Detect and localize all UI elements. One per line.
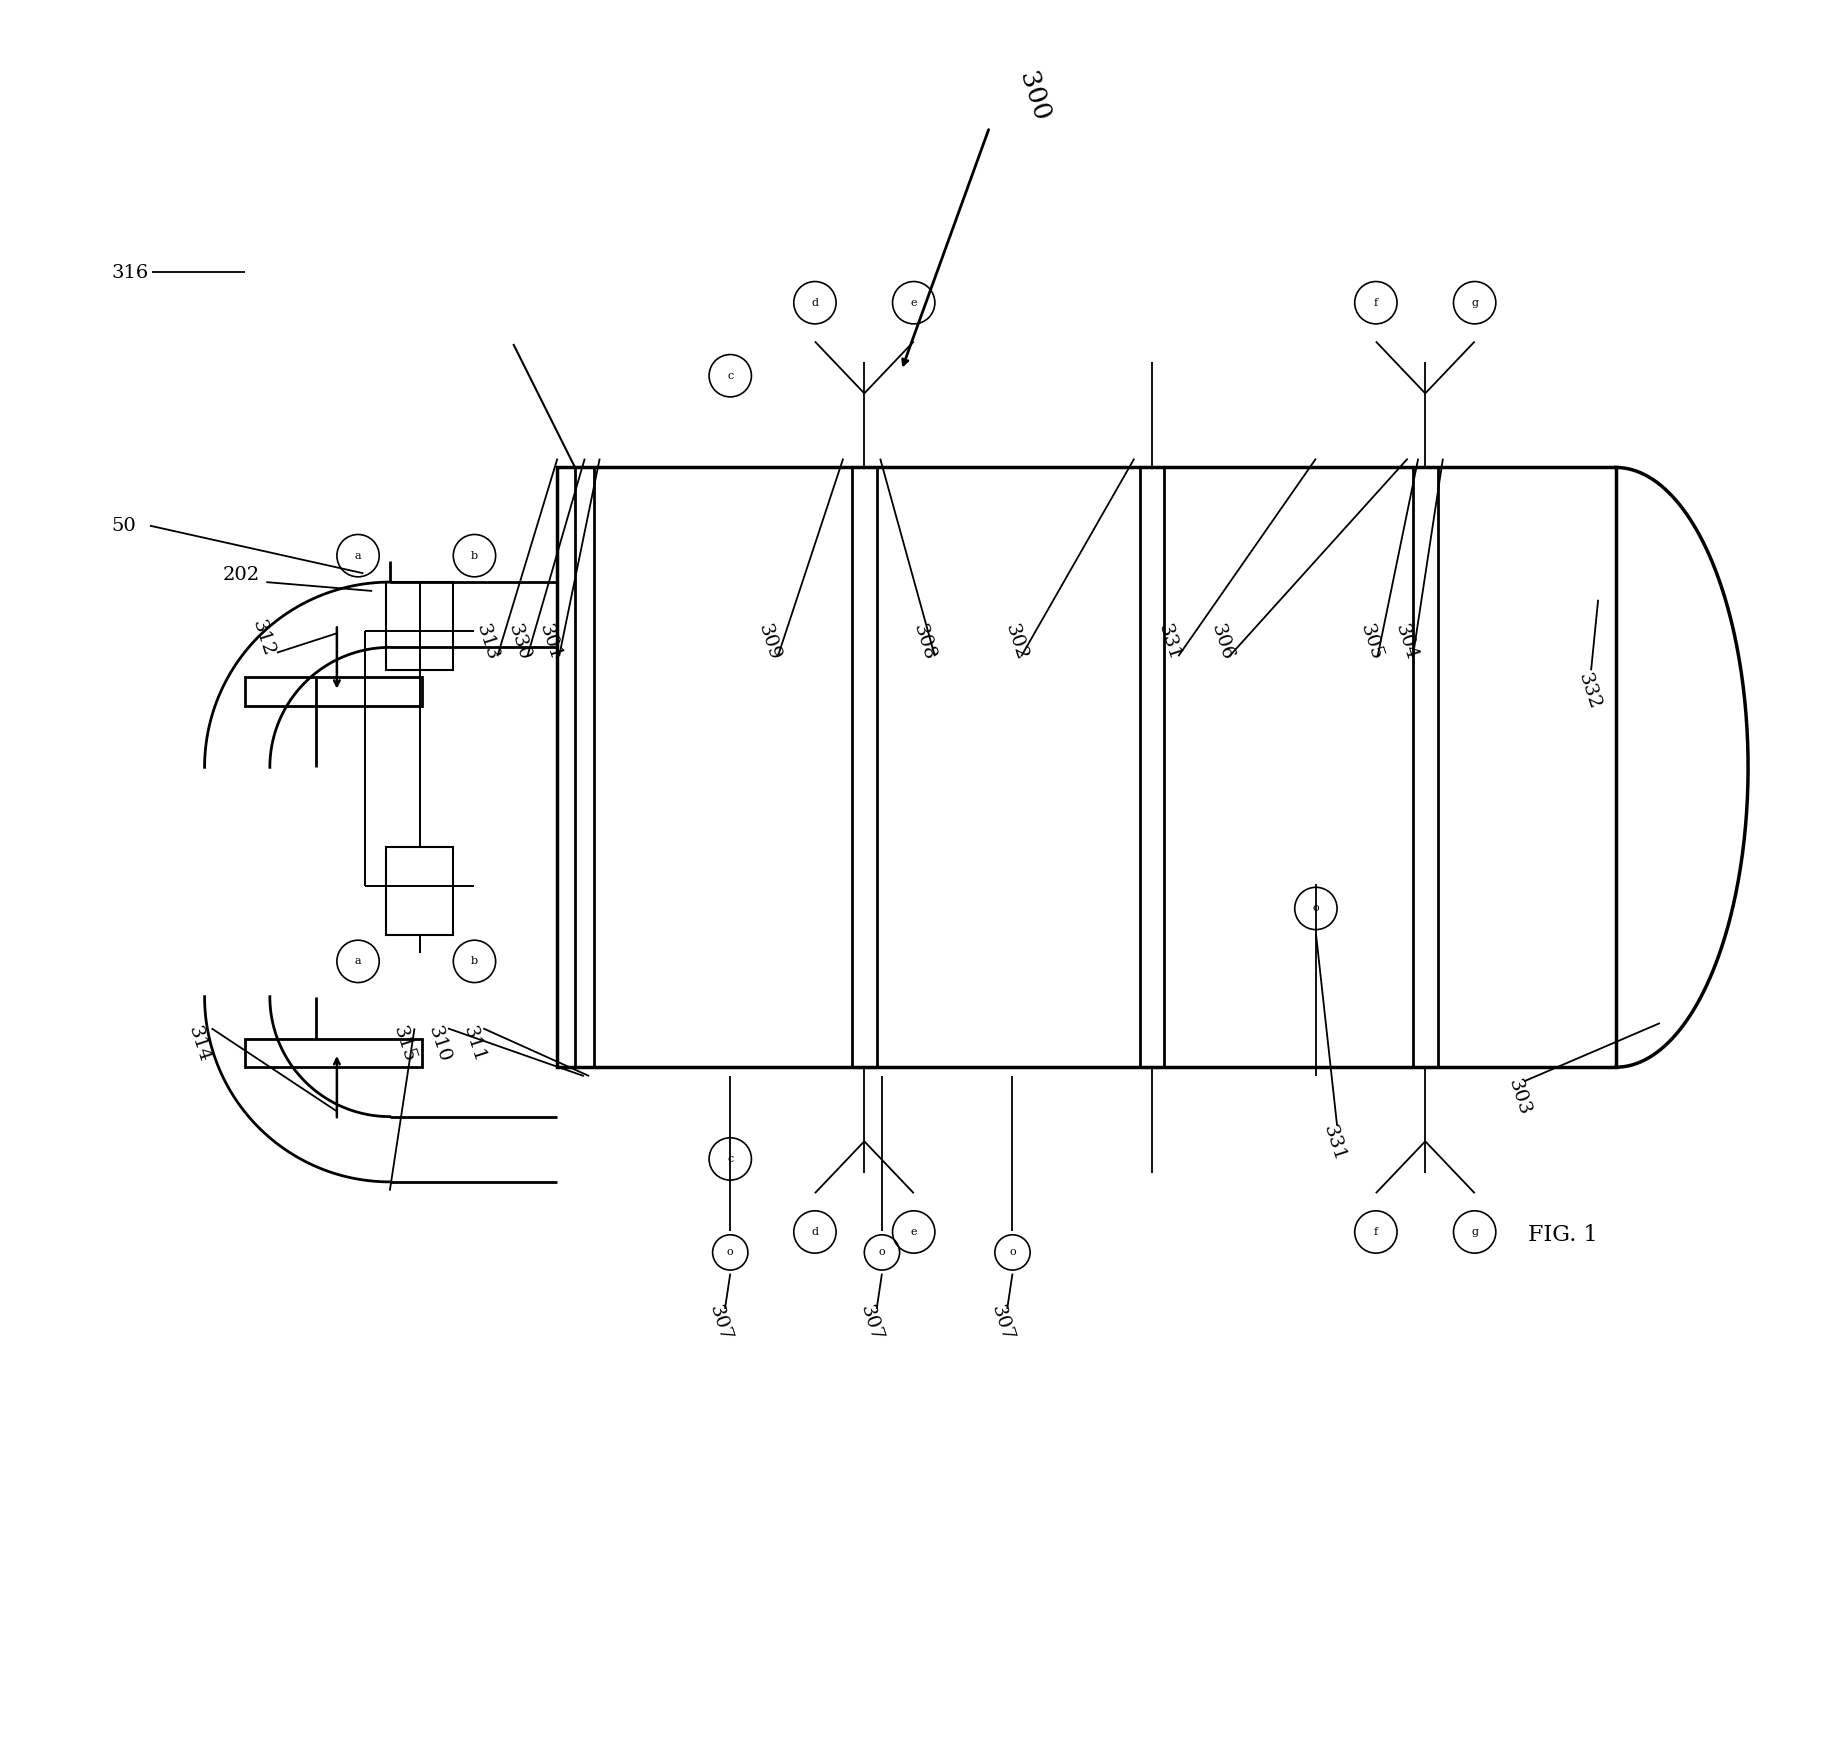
Text: g: g <box>1470 1228 1478 1237</box>
Text: 310: 310 <box>425 1023 454 1065</box>
Text: o: o <box>728 1247 733 1258</box>
Text: 312: 312 <box>248 617 278 660</box>
Text: e: e <box>910 1228 917 1237</box>
Text: d: d <box>811 1228 818 1237</box>
Text: b: b <box>471 550 478 561</box>
Text: 202: 202 <box>222 566 259 584</box>
Text: f: f <box>1373 1228 1378 1237</box>
Text: 301: 301 <box>537 621 564 663</box>
Text: d: d <box>811 298 818 307</box>
Text: 50: 50 <box>110 517 136 534</box>
Text: 305: 305 <box>1356 621 1384 663</box>
Text: 313: 313 <box>472 621 502 663</box>
Text: a: a <box>355 550 362 561</box>
Bar <box>386 847 454 935</box>
Text: o: o <box>1009 1247 1016 1258</box>
Text: 330: 330 <box>504 621 533 663</box>
Text: f: f <box>1373 298 1378 307</box>
Text: 307: 307 <box>706 1302 733 1344</box>
Text: c: c <box>728 370 733 381</box>
Text: e: e <box>910 298 917 307</box>
Text: 303: 303 <box>1505 1076 1533 1118</box>
Text: a: a <box>355 956 362 967</box>
Text: 316: 316 <box>110 265 149 282</box>
Bar <box>557 467 1616 1067</box>
Bar <box>386 582 454 670</box>
Text: 331: 331 <box>1320 1122 1347 1164</box>
Text: g: g <box>1470 298 1478 307</box>
Bar <box>244 1039 421 1067</box>
Text: 300: 300 <box>1015 69 1053 125</box>
Text: 302: 302 <box>1002 621 1031 663</box>
Text: 315: 315 <box>390 1023 419 1065</box>
Text: 304: 304 <box>1391 621 1421 663</box>
Text: 311: 311 <box>460 1023 489 1065</box>
Text: 307: 307 <box>987 1302 1016 1344</box>
Text: 314: 314 <box>186 1023 213 1065</box>
Text: c: c <box>728 1154 733 1164</box>
Text: 309: 309 <box>755 621 783 663</box>
Bar <box>244 677 421 706</box>
Text: o: o <box>879 1247 886 1258</box>
Text: 308: 308 <box>910 621 939 663</box>
Text: 331: 331 <box>1154 621 1184 663</box>
Text: 332: 332 <box>1575 670 1603 713</box>
Text: 307: 307 <box>857 1302 886 1344</box>
Text: o: o <box>1312 903 1320 914</box>
Text: FIG. 1: FIG. 1 <box>1527 1224 1597 1245</box>
Text: 306: 306 <box>1208 621 1237 663</box>
Text: b: b <box>471 956 478 967</box>
